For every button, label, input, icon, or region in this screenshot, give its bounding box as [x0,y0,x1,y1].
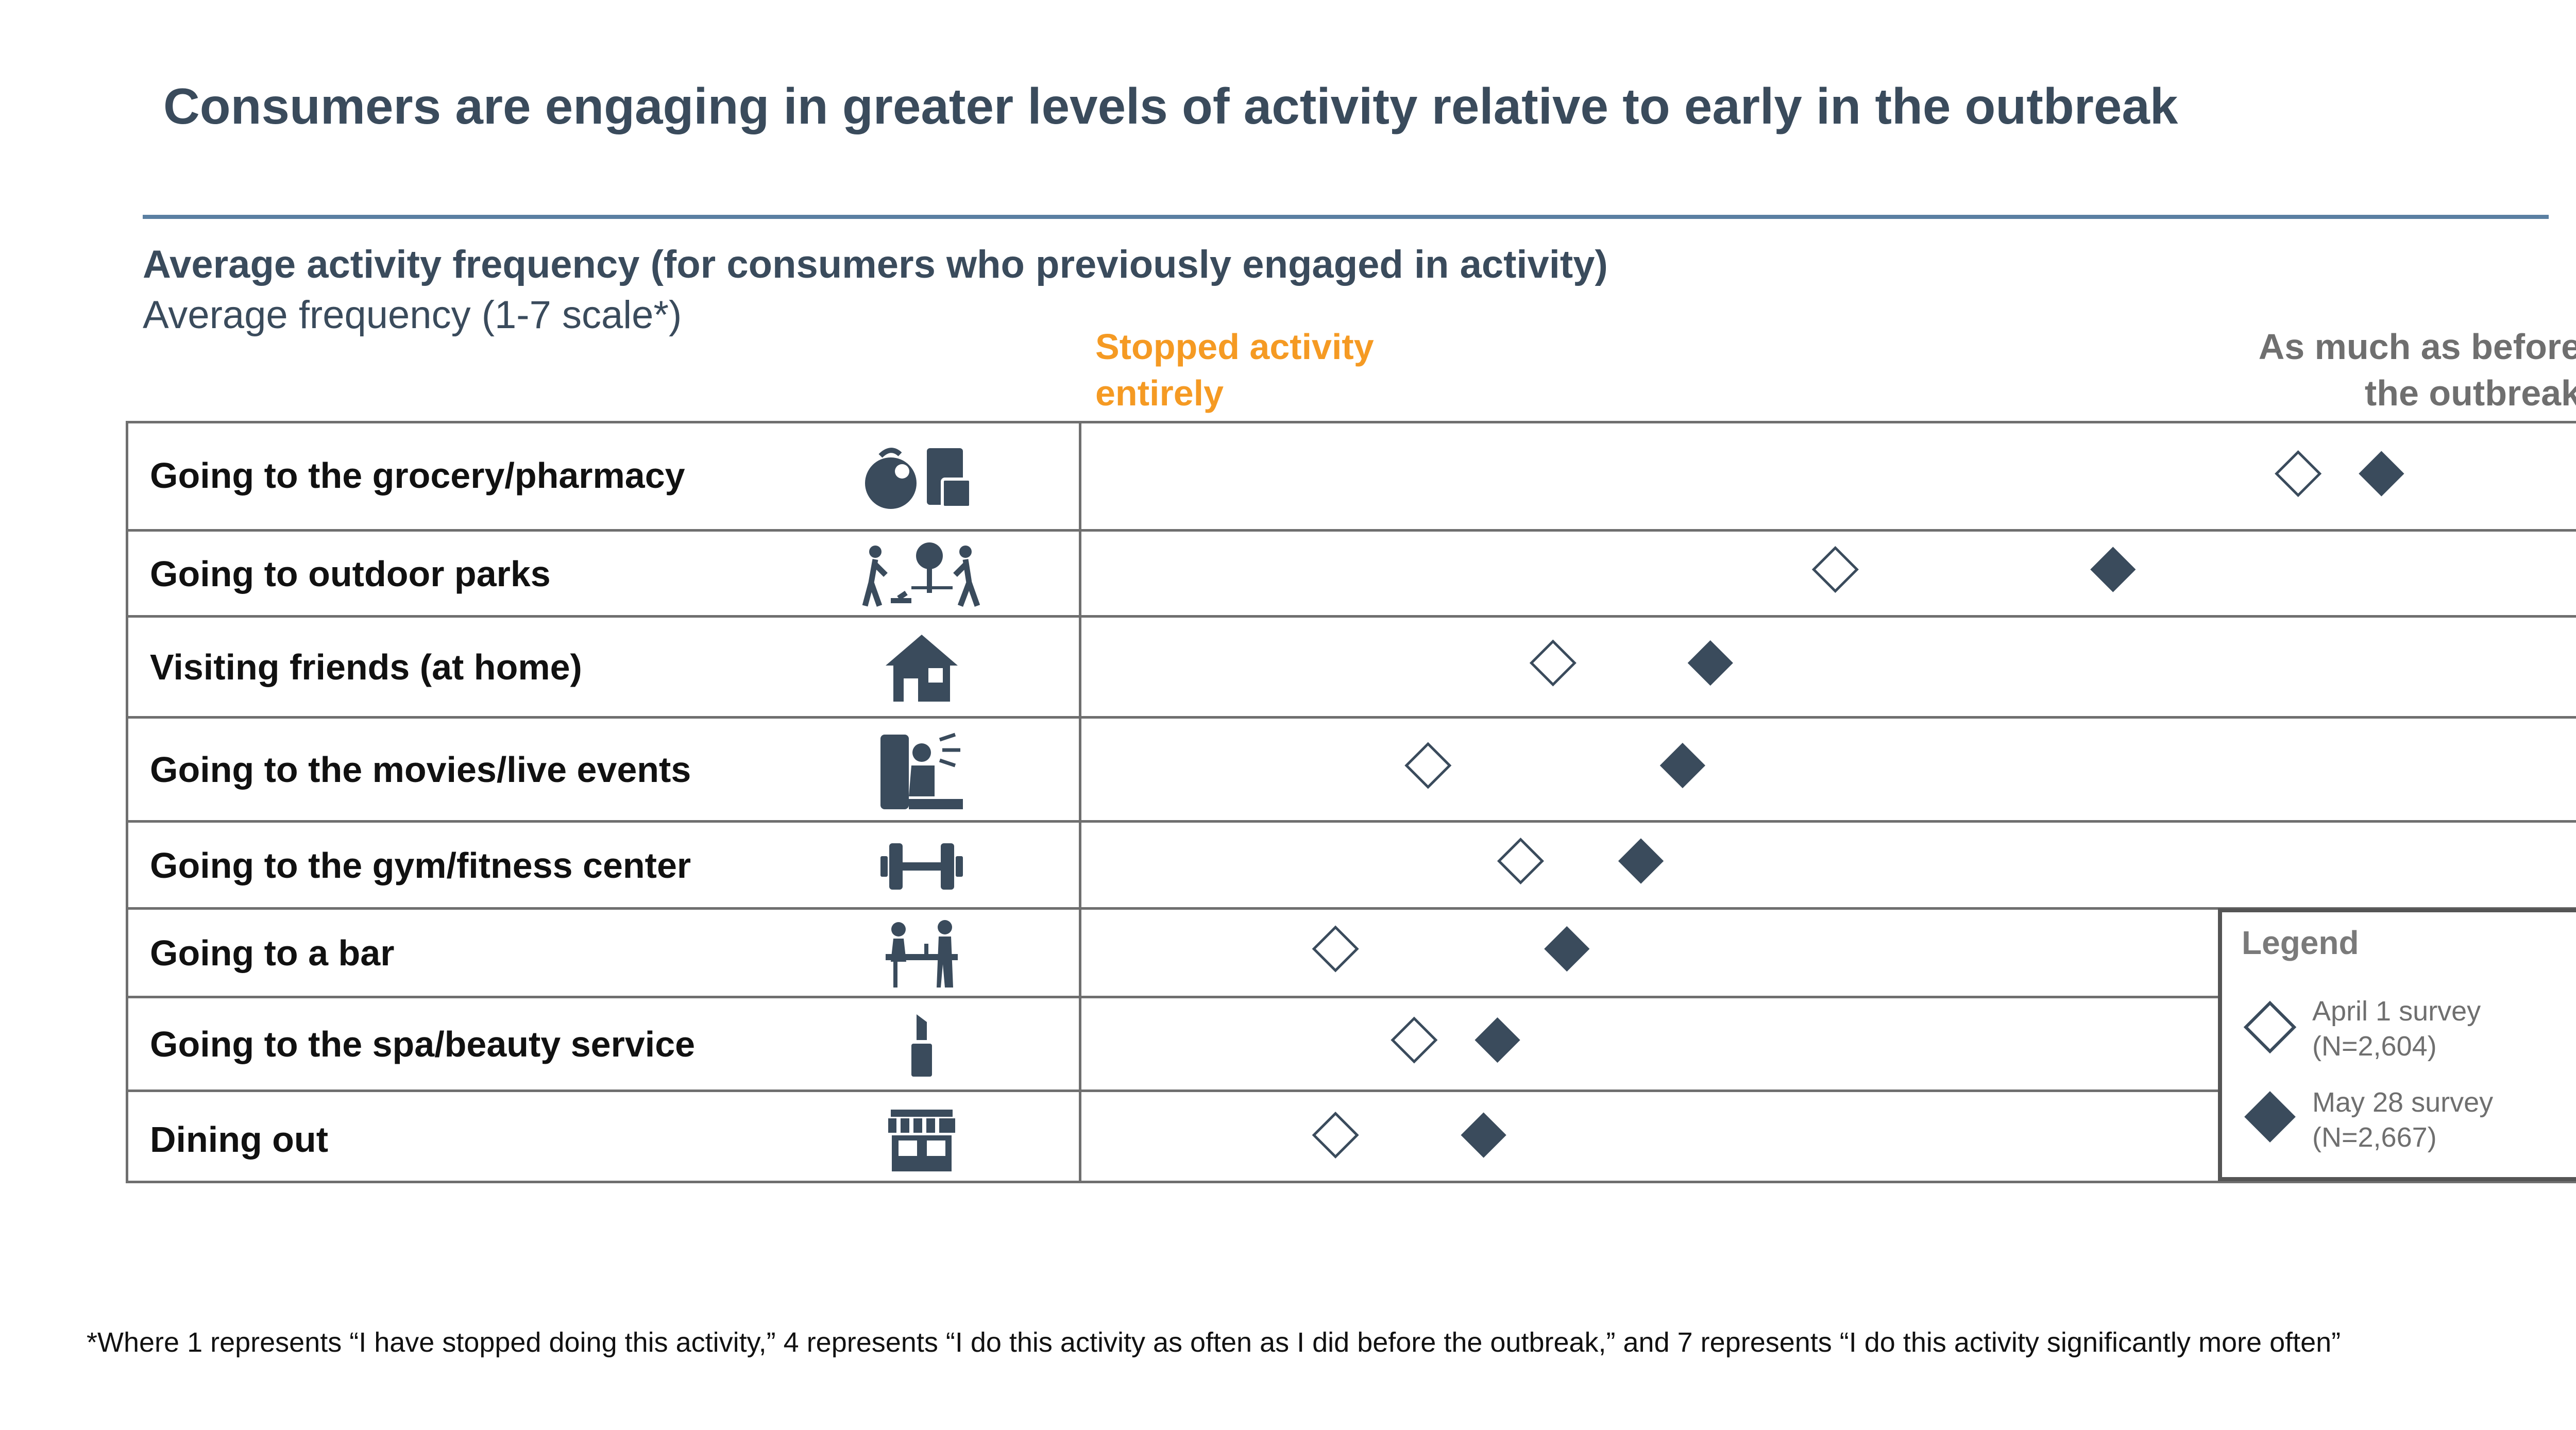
storefront-icon [850,1092,994,1188]
legend-may-n: (N=2,667) [2312,1122,2437,1153]
title-divider [143,215,2549,219]
row-label: Going to the gym/fitness center [150,845,691,886]
table-row: Going to a bar [128,907,2576,996]
legend-hollow-diamond-icon [2243,1000,2297,1054]
legend-april-label: April 1 survey [2312,996,2481,1027]
legend-filled-diamond-icon [2244,1091,2296,1143]
footnote: *Where 1 represents “I have stopped doin… [87,1327,2341,1358]
legend-april-n: (N=2,604) [2312,1031,2437,1062]
row-label: Going to the spa/beauty service [150,1024,696,1064]
row-label: Dining out [150,1119,329,1160]
bar-icon [850,910,994,998]
chart-scale-note: Average frequency (1-7 scale*) [143,293,682,337]
scale-label-high-line1: As much as before [2258,327,2576,367]
legend: Legend April 1 survey (N=2,604) May 28 s… [2218,908,2576,1181]
table-row: Dining out [128,1089,2576,1186]
chart-title: Consumers are engaging in greater levels… [163,78,2178,134]
scale-label-low-line2: entirely [1095,373,1224,413]
legend-may-label: May 28 survey [2312,1087,2494,1118]
row-label: Going to the movies/live events [150,750,691,790]
row-label: Going to a bar [150,933,395,973]
table-row: Going to outdoor parks [128,529,2576,615]
table-row: Visiting friends (at home) [128,615,2576,716]
movie-icon [850,719,994,823]
house-icon [850,618,994,719]
scale-label-high: As much as before the outbreak [2259,324,2576,416]
scale-label-low: Stopped activity entirely [1095,324,1374,416]
table-row: Going to the movies/live events [128,716,2576,820]
activity-table: Going to the grocery/pharmacy Going to ou… [126,421,2576,1183]
row-label: Going to outdoor parks [150,553,551,594]
grocery-icon [850,423,994,529]
label-column-divider [1079,423,1081,1181]
scale-label-low-line1: Stopped activity [1095,327,1374,367]
park-icon [850,532,994,618]
row-label: Going to the grocery/pharmacy [150,455,685,496]
chart-subtitle: Average activity frequency (for consumer… [143,243,1608,286]
legend-may: May 28 survey (N=2,667) [2312,1085,2493,1155]
row-label: Visiting friends (at home) [150,647,582,687]
legend-april: April 1 survey (N=2,604) [2312,994,2481,1064]
table-row: Going to the gym/fitness center [128,820,2576,907]
scale-label-high-line2: the outbreak [2364,373,2576,413]
table-row: Going to the spa/beauty service [128,996,2576,1089]
lipstick-icon [850,998,994,1092]
table-row: Going to the grocery/pharmacy [128,423,2576,529]
legend-title: Legend [2242,924,2359,961]
dumbbell-icon [850,823,994,910]
